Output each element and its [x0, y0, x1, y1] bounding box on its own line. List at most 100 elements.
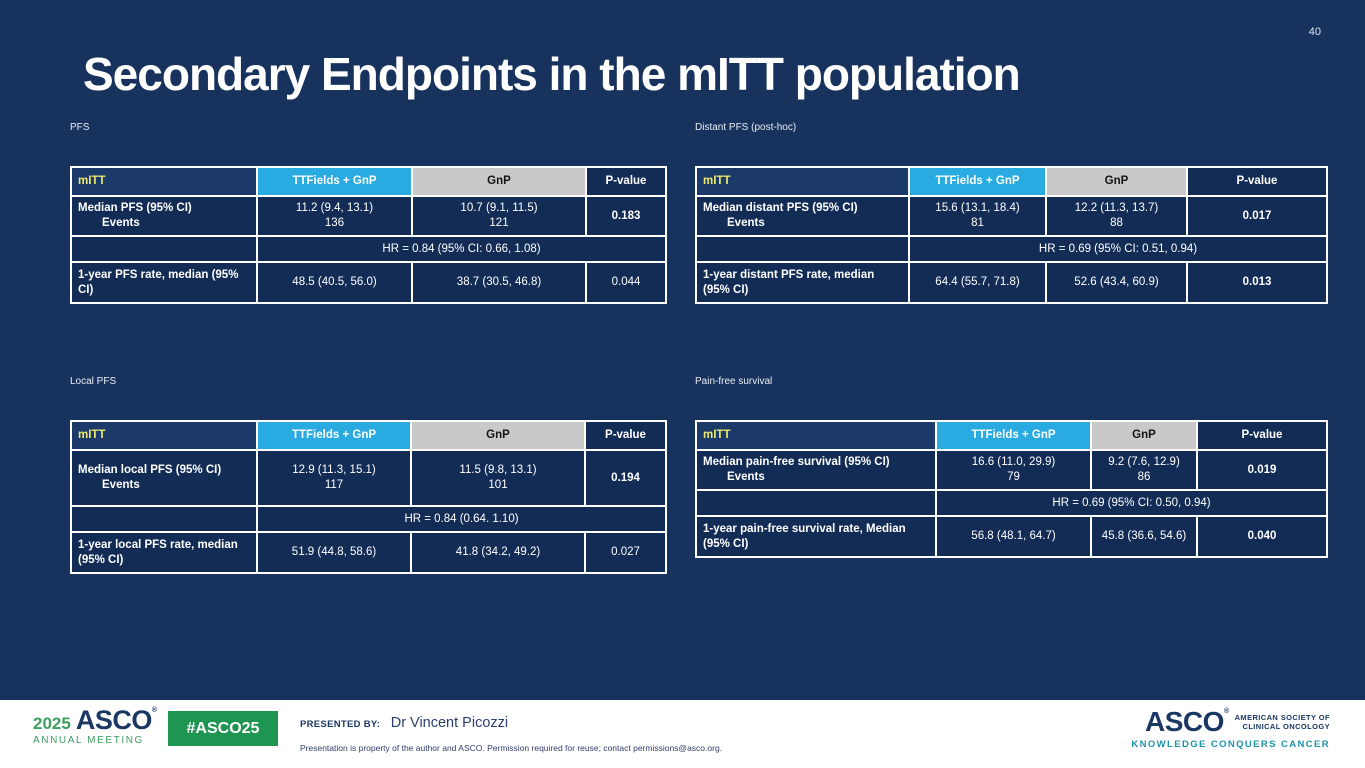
table-row: 1-year pain-free survival rate, Median (…	[695, 515, 1328, 558]
p-value-cell: 0.013	[1186, 261, 1328, 304]
section-caption: Pain-free survival	[695, 376, 773, 387]
p-value-cell: 0.017	[1186, 195, 1328, 237]
pfs-table: mITT TTFields + GnP GnP P-value Median P…	[70, 166, 667, 304]
table-row: Median distant PFS (95% CI) Events 15.6 (…	[695, 195, 1328, 237]
p-value-cell: 0.019	[1196, 449, 1328, 491]
events-count: 121	[489, 217, 509, 229]
median-value: 11.5 (9.8, 13.1)	[459, 464, 537, 477]
events-count: 81	[971, 217, 984, 229]
distant-pfs-table: mITT TTFields + GnP GnP P-value Median d…	[695, 166, 1328, 304]
col-header-pvalue: P-value	[584, 420, 667, 451]
section-caption: PFS	[70, 122, 90, 133]
empty-cell	[695, 489, 937, 517]
section-caption: Local PFS	[70, 376, 117, 387]
asco-wordmark: ASCO®	[1145, 706, 1229, 737]
empty-cell	[70, 505, 258, 533]
events-count: 86	[1137, 471, 1151, 483]
col-header-pvalue: P-value	[1186, 166, 1328, 197]
col-header-mitt: mITT	[695, 420, 937, 451]
pain-free-survival-table: mITT TTFields + GnP GnP P-value Median p…	[695, 420, 1328, 558]
section-local-pfs: Local PFS mITT TTFields + GnP GnP P-valu…	[70, 376, 667, 574]
events-count: 117	[324, 479, 344, 491]
col-header-ttfields-gnp: TTFields + GnP	[256, 420, 412, 451]
value-cell: 12.2 (11.3, 13.7) 88	[1045, 195, 1188, 237]
table-row: Median local PFS (95% CI) Events 12.9 (11…	[70, 449, 667, 507]
hazard-ratio-row: HR = 0.84 (0.64. 1.10)	[70, 505, 667, 533]
row-label: Median PFS (95% CI) Events	[70, 195, 258, 237]
value-cell: 11.5 (9.8, 13.1) 101	[410, 449, 586, 507]
events-count: 136	[324, 217, 345, 229]
value-cell: 12.9 (11.3, 15.1) 117	[256, 449, 412, 507]
hazard-ratio-cell: HR = 0.69 (95% CI: 0.51, 0.94)	[908, 235, 1328, 263]
events-count: 88	[1110, 217, 1123, 229]
row-label: Median pain-free survival (95% CI) Events	[695, 449, 937, 491]
table-header-row: mITT TTFields + GnP GnP P-value	[695, 420, 1328, 451]
asco-tagline: KNOWLEDGE CONQUERS CANCER	[1131, 739, 1330, 750]
meeting-year: 2025	[33, 714, 71, 733]
row-sublabel: Events	[102, 479, 140, 491]
row-label: 1-year PFS rate, median (95% CI)	[70, 261, 258, 304]
asco-annual-meeting-logo: 2025 ASCO® ANNUAL MEETING	[33, 707, 157, 746]
footer: 2025 ASCO® ANNUAL MEETING #ASCO25 PRESEN…	[0, 700, 1365, 768]
col-header-mitt: mITT	[695, 166, 910, 197]
col-header-ttfields-gnp: TTFields + GnP	[908, 166, 1047, 197]
value-cell: 10.7 (9.1, 11.5) 121	[411, 195, 587, 237]
median-value: 10.7 (9.1, 11.5)	[460, 202, 538, 215]
row-label-text: Median pain-free survival (95% CI)	[703, 456, 890, 469]
row-label: 1-year local PFS rate, median (95% CI)	[70, 531, 258, 574]
col-header-gnp: GnP	[1090, 420, 1198, 451]
col-header-gnp: GnP	[1045, 166, 1188, 197]
hazard-ratio-cell: HR = 0.84 (95% CI: 0.66, 1.08)	[256, 235, 667, 263]
value-cell: 51.9 (44.8, 58.6)	[256, 531, 412, 574]
table-row: Median pain-free survival (95% CI) Events…	[695, 449, 1328, 491]
value-cell: 56.8 (48.1, 64.7)	[935, 515, 1092, 558]
section-distant-pfs: Distant PFS (post-hoc) mITT TTFields + G…	[695, 122, 1328, 304]
value-cell: 9.2 (7.6, 12.9) 86	[1090, 449, 1198, 491]
p-value-cell: 0.194	[584, 449, 667, 507]
table-header-row: mITT TTFields + GnP GnP P-value	[695, 166, 1328, 197]
value-cell: 48.5 (40.5, 56.0)	[256, 261, 413, 304]
slide-title: Secondary Endpoints in the mITT populati…	[83, 48, 1021, 100]
presented-by-label: PRESENTED BY:	[300, 719, 381, 730]
permission-disclaimer: Presentation is property of the author a…	[300, 743, 723, 753]
median-value: 9.2 (7.6, 12.9)	[1108, 456, 1180, 469]
empty-cell	[695, 235, 910, 263]
row-label: 1-year distant PFS rate, median (95% CI)	[695, 261, 910, 304]
col-header-pvalue: P-value	[585, 166, 667, 197]
row-label-text: Median local PFS (95% CI)	[78, 464, 222, 477]
p-value-cell: 0.044	[585, 261, 667, 304]
hazard-ratio-row: HR = 0.69 (95% CI: 0.50, 0.94)	[695, 489, 1328, 517]
hashtag-badge: #ASCO25	[168, 711, 278, 746]
hazard-ratio-row: HR = 0.69 (95% CI: 0.51, 0.94)	[695, 235, 1328, 263]
registered-mark: ®	[151, 707, 157, 714]
value-cell: 64.4 (55.7, 71.8)	[908, 261, 1047, 304]
asco-wordmark: ASCO®	[75, 705, 157, 735]
table-header-row: mITT TTFields + GnP GnP P-value	[70, 420, 667, 451]
registered-mark: ®	[1223, 708, 1229, 715]
value-cell: 45.8 (36.6, 54.6)	[1090, 515, 1198, 558]
hazard-ratio-cell: HR = 0.84 (0.64. 1.10)	[256, 505, 667, 533]
col-header-ttfields-gnp: TTFields + GnP	[256, 166, 413, 197]
median-value: 12.2 (11.3, 13.7)	[1074, 202, 1159, 215]
row-label: Median distant PFS (95% CI) Events	[695, 195, 910, 237]
col-header-pvalue: P-value	[1196, 420, 1328, 451]
row-label: Median local PFS (95% CI) Events	[70, 449, 258, 507]
section-pain-free-survival: Pain-free survival mITT TTFields + GnP G…	[695, 376, 1328, 558]
value-cell: 38.7 (30.5, 46.8)	[411, 261, 587, 304]
row-sublabel: Events	[727, 217, 765, 229]
row-label-text: Median PFS (95% CI)	[78, 202, 192, 215]
events-count: 101	[488, 479, 508, 491]
p-value-cell: 0.183	[585, 195, 667, 237]
hazard-ratio-cell: HR = 0.69 (95% CI: 0.50, 0.94)	[935, 489, 1328, 517]
table-row: Median PFS (95% CI) Events 11.2 (9.4, 13.…	[70, 195, 667, 237]
col-header-mitt: mITT	[70, 420, 258, 451]
presented-by-line: PRESENTED BY: Dr Vincent Picozzi	[300, 714, 508, 732]
row-label-text: Median distant PFS (95% CI)	[703, 202, 858, 215]
page-number: 40	[1308, 26, 1321, 38]
section-pfs: PFS mITT TTFields + GnP GnP P-value Medi…	[70, 122, 667, 304]
median-value: 12.9 (11.3, 15.1)	[292, 464, 376, 477]
col-header-gnp: GnP	[410, 420, 586, 451]
table-header-row: mITT TTFields + GnP GnP P-value	[70, 166, 667, 197]
empty-cell	[70, 235, 258, 263]
